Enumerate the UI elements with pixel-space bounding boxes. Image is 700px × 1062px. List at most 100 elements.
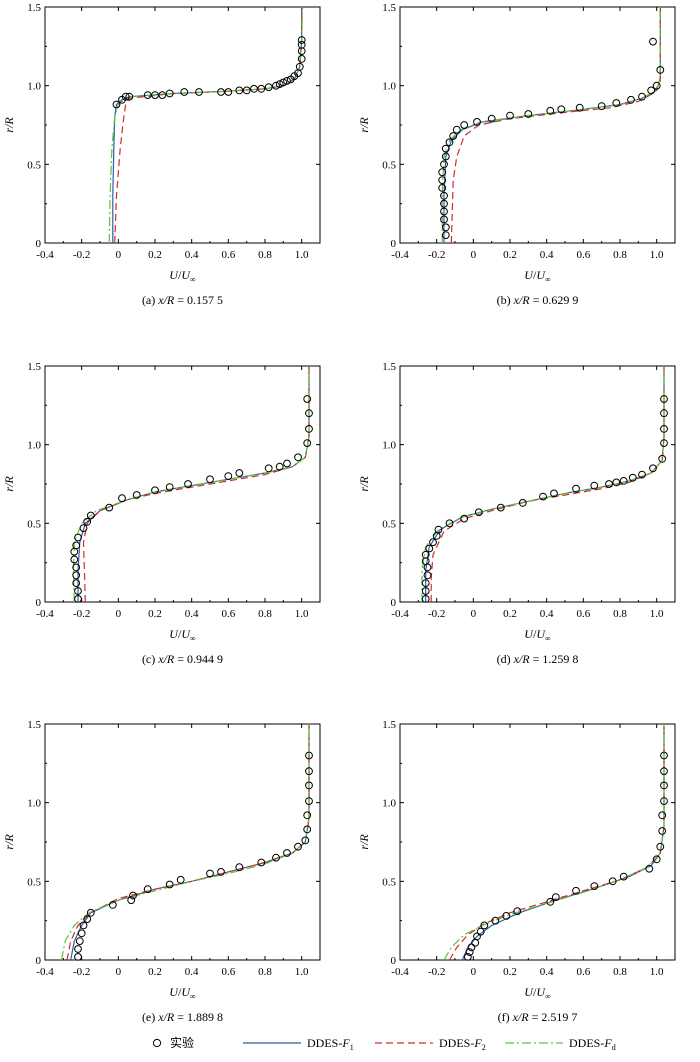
x-tick-label: 1.0 (295, 249, 309, 261)
x-tick-label: 0.8 (258, 249, 272, 261)
x-tick-label: 1.0 (650, 966, 664, 978)
x-tick-label: 0.6 (221, 249, 235, 261)
series-group (443, 724, 665, 960)
exp-point (425, 544, 434, 553)
exp-point (656, 66, 665, 74)
x-tick-label: 1.0 (295, 608, 309, 620)
series-line-f1 (425, 366, 665, 602)
exp-point (206, 475, 214, 484)
exp-point (441, 223, 450, 232)
exp-point (72, 579, 81, 587)
y-axis-label: r/R (357, 117, 371, 133)
exp-point (597, 102, 606, 110)
x-tick-label: -0.2 (73, 608, 90, 620)
exp-point (649, 464, 657, 473)
y-tick-label: 0.5 (27, 159, 41, 171)
exp-point (590, 481, 599, 490)
exp-point (105, 503, 114, 512)
x-tick-label: -0.4 (391, 249, 409, 261)
exp-point (297, 36, 306, 44)
exp-point (129, 891, 137, 900)
series-group (60, 724, 310, 960)
exp-point (660, 797, 668, 805)
exp-point (303, 439, 312, 448)
exp-point (257, 84, 266, 93)
x-tick-label: 0.4 (540, 966, 554, 978)
exp-point (305, 797, 313, 805)
x-tick-label: 0.4 (540, 608, 554, 620)
exp-point (121, 92, 130, 101)
y-tick-label: 1.5 (27, 361, 41, 373)
exp-point (303, 395, 312, 403)
exp-point (652, 81, 661, 90)
plot-frame (44, 6, 321, 244)
exp-point (658, 454, 667, 463)
y-tick-label: 1.0 (27, 798, 41, 810)
y-tick-label: 1.5 (27, 2, 41, 14)
x-axis-label: U/U∞ (524, 627, 551, 643)
y-tick-label: 1.5 (382, 2, 396, 14)
exp-point (572, 886, 580, 895)
legend-label-f2: DDES-F2 (439, 1036, 486, 1052)
x-tick-label: -0.4 (36, 249, 54, 261)
subplot-e: -0.4 -0.2 0 0.2 0.4 0.6 0.8 1.0 0 0.5 1.0 1.5 r/R U/U… (2, 719, 321, 1024)
series-line-fd (443, 724, 665, 960)
exp-point (72, 571, 81, 580)
series-line-f2 (430, 366, 665, 602)
exp-point (575, 103, 584, 112)
exp-point (108, 901, 117, 909)
exp-point (421, 595, 430, 603)
exp-point (305, 425, 313, 433)
exp-point (518, 499, 527, 507)
exp-point (440, 199, 448, 208)
x-tick-label: 0.6 (221, 966, 235, 978)
exp-point (441, 231, 450, 240)
exp-point (474, 508, 483, 517)
exp-point (496, 503, 505, 512)
exp-point (272, 81, 280, 90)
exp-point (445, 138, 454, 147)
exp-point (452, 125, 461, 134)
x-tick-label: 0.6 (576, 249, 590, 261)
series-line-f2 (450, 7, 661, 243)
series-line-f1 (77, 366, 310, 602)
y-tick-label: 1.0 (382, 440, 396, 452)
exp-point (303, 811, 312, 820)
y-tick-label: 1.0 (382, 81, 396, 93)
exp-point (283, 849, 291, 857)
exp-point (176, 875, 185, 884)
exp-point (70, 555, 79, 564)
exp-point (235, 86, 244, 95)
exp-point (445, 519, 454, 528)
exp-point (660, 751, 668, 760)
y-axis-label: r/R (357, 834, 371, 850)
x-tick-label: 0 (471, 249, 477, 261)
x-tick-label: 0.4 (185, 966, 199, 978)
exp-point (279, 78, 288, 87)
series-line-fd (60, 724, 310, 960)
exp-point (195, 88, 203, 96)
series-group (108, 7, 304, 243)
exp-point (264, 83, 273, 92)
y-tick-label: 0.5 (382, 518, 396, 530)
series-line-f1 (112, 7, 303, 243)
series-line-f1 (70, 724, 310, 960)
exp-point (74, 533, 82, 542)
exp-point (77, 929, 86, 938)
exp-point (235, 863, 244, 872)
exp-point (473, 118, 481, 126)
y-tick-label: 0 (391, 955, 397, 967)
exp-point (628, 473, 637, 482)
x-tick-label: 0.2 (503, 249, 517, 261)
series-group (441, 7, 661, 243)
exp-point (74, 595, 82, 603)
exp-point (660, 767, 668, 776)
x-axis-label: U/U∞ (169, 268, 196, 284)
exp-point (75, 937, 84, 945)
series-group (421, 366, 665, 602)
plot-frame (399, 723, 676, 961)
x-tick-label: -0.4 (36, 966, 54, 978)
plot-frame (44, 723, 321, 961)
exp-point (297, 55, 306, 63)
exp-point (502, 912, 511, 920)
